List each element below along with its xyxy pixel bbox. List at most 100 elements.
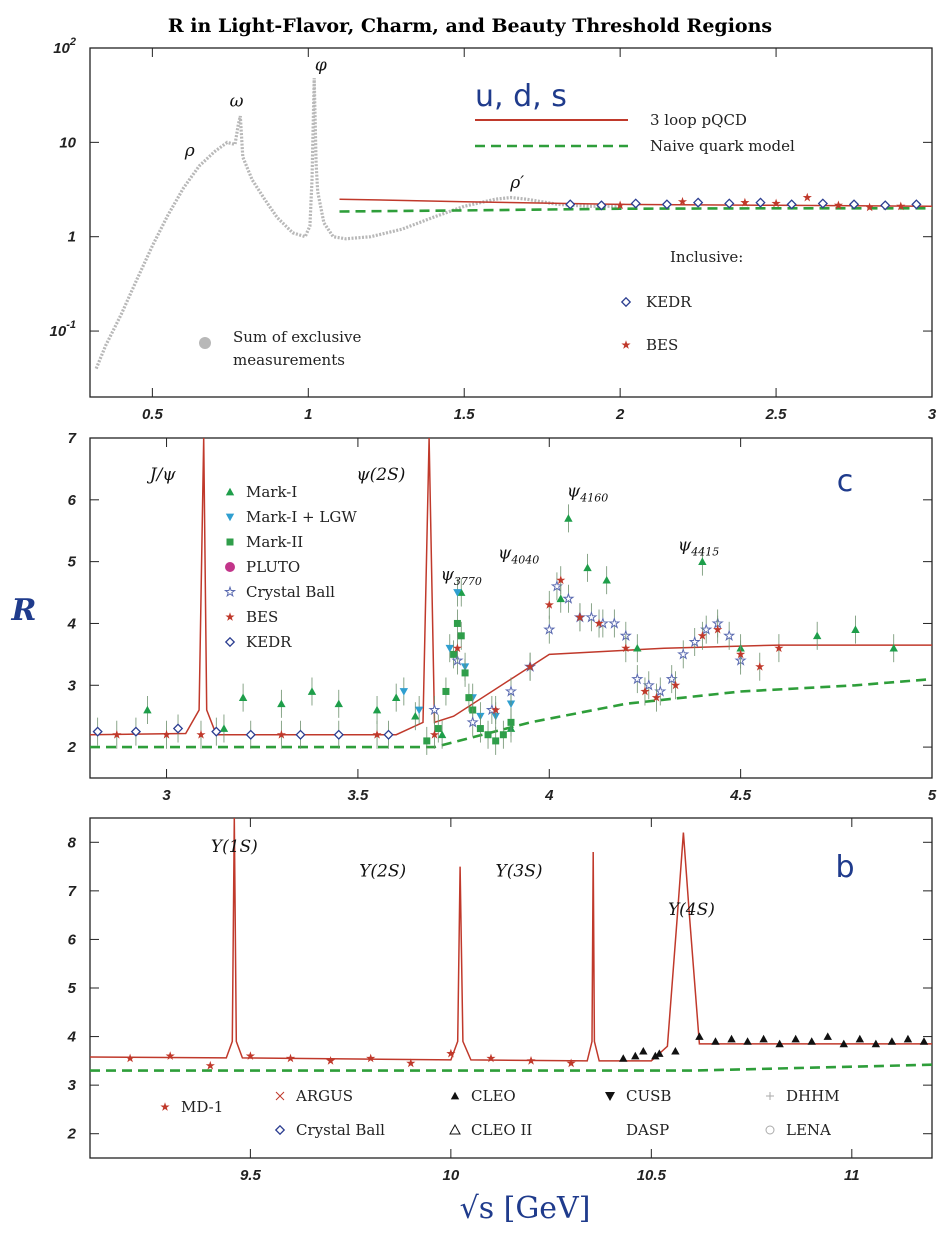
data-point (466, 715, 479, 728)
data-point (411, 711, 420, 720)
data-point (807, 1037, 816, 1045)
data-point (651, 1051, 660, 1060)
data-point (880, 200, 891, 211)
data-point (307, 687, 317, 695)
data-point (484, 731, 492, 739)
legend-marker (275, 1091, 285, 1101)
data-point (896, 201, 906, 211)
data-point (219, 724, 229, 732)
series-cleo (639, 1032, 929, 1060)
legend-label: ARGUS (295, 1087, 353, 1105)
data-point (556, 594, 565, 603)
data-point (565, 199, 576, 210)
data-point (594, 618, 604, 628)
legend-kedr-label: KEDR (646, 293, 692, 311)
data-point (631, 672, 644, 685)
data-point (700, 623, 713, 635)
data-point (453, 619, 461, 627)
legend-inclusive-header: Inclusive: (670, 248, 743, 266)
y-tick-label: 6 (68, 492, 77, 509)
legend-label: DHHM (786, 1087, 840, 1105)
data-point (630, 198, 641, 209)
peak-label-subscript: 4040 (510, 554, 539, 567)
x-tick-label: 3 (162, 787, 171, 804)
data-point (665, 672, 678, 685)
legend-marker (274, 1124, 286, 1136)
data-point (504, 685, 518, 697)
legend-label: MD-1 (181, 1098, 223, 1116)
y-tick-label: 4 (67, 615, 77, 632)
y-tick-label: 7 (68, 883, 77, 900)
series-line (89, 437, 932, 736)
x-tick-label: 2.5 (765, 406, 788, 423)
legend-bes-marker (621, 340, 631, 349)
y-tick-label: 2 (67, 739, 77, 756)
data-point (499, 731, 507, 739)
data-point (615, 200, 625, 210)
data-point (775, 1039, 784, 1048)
legend-label: Mark-I + LGW (246, 508, 357, 526)
legend-label: Mark-II (246, 533, 303, 551)
data-point (602, 575, 611, 584)
y-tick-label: 6 (68, 931, 77, 948)
data-point (205, 1060, 215, 1070)
data-point (642, 678, 655, 691)
legend-exclusive-marker (199, 337, 211, 349)
series-naive-quark-model (339, 207, 932, 213)
data-point (457, 632, 465, 640)
data-point (677, 647, 690, 660)
data-point (817, 198, 828, 209)
peak-label-subscript: 4160 (579, 492, 608, 505)
legend-marker (766, 1092, 774, 1100)
data-point (655, 1049, 664, 1057)
x-tick-label: 2 (615, 406, 625, 423)
data-point (465, 694, 473, 702)
data-point (333, 729, 344, 740)
legend-marker (225, 487, 235, 496)
data-point (211, 726, 222, 737)
data-point (621, 643, 631, 653)
x-tick-label: 3 (928, 406, 937, 423)
series-line (339, 207, 932, 213)
data-point (802, 192, 812, 202)
data-point (491, 705, 501, 714)
series-kedr (92, 714, 394, 749)
series-3-loop-pqcd (89, 817, 932, 1062)
legend-kedr-marker (620, 296, 632, 308)
data-point (651, 692, 661, 702)
x-tick-label: 11 (844, 1167, 860, 1184)
data-point (406, 1058, 416, 1068)
data-point (654, 685, 667, 697)
legend-label: CUSB (626, 1087, 671, 1105)
data-point (855, 1034, 865, 1043)
data-point (442, 687, 450, 695)
data-point (786, 199, 797, 210)
data-point (677, 196, 688, 206)
data-point (865, 202, 875, 212)
data-point (608, 617, 621, 629)
peak-label: Υ(2S) (359, 861, 406, 881)
data-point (453, 589, 462, 597)
peak-label: ψ3770 (441, 565, 482, 588)
data-point (125, 1053, 135, 1063)
series-bes (112, 566, 784, 749)
legend-marker (450, 1091, 460, 1100)
data-point (695, 1032, 704, 1040)
x-tick-label: 3.5 (347, 787, 369, 804)
legend-marker (605, 1092, 615, 1101)
y-tick-label: 3 (68, 677, 77, 694)
legend-marker (226, 538, 234, 546)
data-point (162, 729, 172, 739)
data-point (543, 623, 556, 635)
data-point (903, 1034, 913, 1043)
x-tick-label: 0.5 (142, 406, 164, 423)
data-point (556, 575, 566, 585)
series-sum-of-exclusive-measurements (94, 78, 621, 370)
x-tick-label: 5 (928, 787, 937, 804)
data-point (812, 631, 822, 640)
data-point (165, 1051, 175, 1060)
data-point (486, 1053, 496, 1063)
legend-label: Crystal Ball (246, 583, 335, 601)
data-point (631, 1051, 640, 1060)
data-point (238, 693, 248, 701)
